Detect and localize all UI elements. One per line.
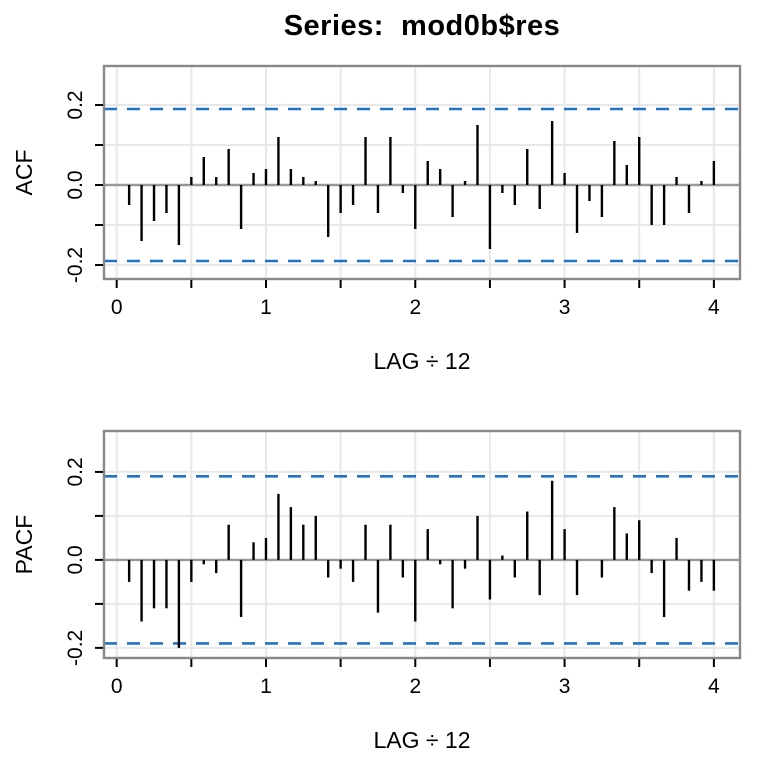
pacf-xtick-label-6: 3 [559, 675, 571, 698]
plot-title: Series: mod0b$res [283, 10, 561, 42]
pacf-xtick-label-2: 1 [260, 675, 272, 698]
acf-ytick-label-2: 0.0 [64, 170, 87, 199]
acf-plot-box [102, 64, 742, 281]
acf-xtick-label-8: 4 [708, 296, 720, 319]
acf-y-axis-title: ACF [11, 150, 37, 196]
acf-xtick-label-2: 1 [260, 296, 272, 319]
pacf-ytick-label-0: 0.2 [64, 457, 87, 486]
pacf-plot-box [102, 429, 742, 660]
acf-x-axis-title: LAG ÷ 12 [373, 348, 470, 374]
pacf-ytick-label-4: -0.2 [64, 630, 87, 666]
pacf-xtick-label-0: 0 [111, 675, 123, 698]
acf-xtick-label-0: 0 [111, 296, 123, 319]
pacf-ytick-label-2: 0.0 [64, 545, 87, 574]
acf-ytick-label-0: 0.2 [64, 90, 87, 119]
pacf-x-axis-title: LAG ÷ 12 [373, 727, 470, 753]
pacf-xtick-label-8: 4 [708, 675, 720, 698]
pacf-y-axis-title: PACF [11, 515, 37, 575]
acf-ytick-label-4: -0.2 [64, 247, 87, 283]
pacf-xtick-label-4: 2 [409, 675, 421, 698]
acf-xtick-label-4: 2 [409, 296, 421, 319]
acf-xtick-label-6: 3 [559, 296, 571, 319]
